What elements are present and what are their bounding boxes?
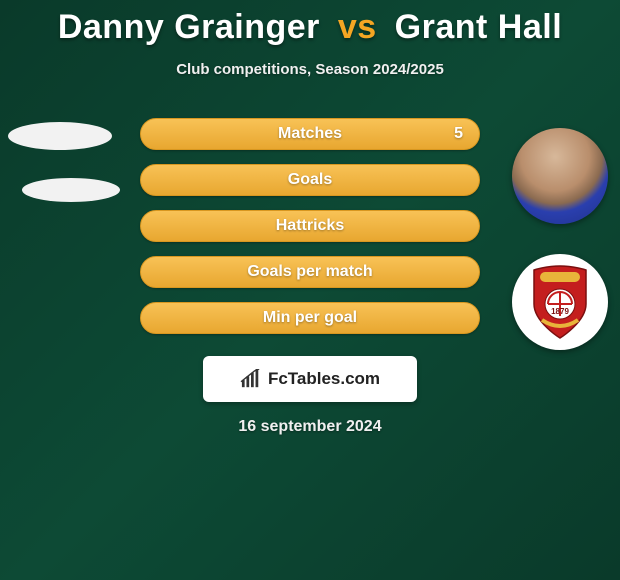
subtitle: Club competitions, Season 2024/2025 <box>0 61 620 78</box>
stat-bar-mpg: Min per goal <box>140 302 480 334</box>
logo-text: FcTables.com <box>268 369 380 389</box>
stat-label: Matches <box>278 125 342 143</box>
page-title: Danny Grainger vs Grant Hall <box>0 0 620 47</box>
stat-row: Min per goal <box>0 302 620 334</box>
stat-bar-gpm: Goals per match <box>140 256 480 288</box>
stat-label: Hattricks <box>276 217 344 235</box>
stat-bar-matches: Matches 5 <box>140 118 480 150</box>
stat-bar-hattricks: Hattricks <box>140 210 480 242</box>
vs-text: vs <box>338 8 377 46</box>
player2-name: Grant Hall <box>395 8 562 46</box>
stat-label: Goals <box>288 171 332 189</box>
stat-row: Hattricks <box>0 210 620 242</box>
fctables-logo: FcTables.com <box>203 356 417 402</box>
stat-value: 5 <box>454 125 463 143</box>
stat-label: Min per goal <box>263 309 357 327</box>
stat-row: Goals per match <box>0 256 620 288</box>
stat-label: Goals per match <box>247 263 372 281</box>
stat-bar-goals: Goals <box>140 164 480 196</box>
date-text: 16 september 2024 <box>0 418 620 436</box>
player1-name: Danny Grainger <box>58 8 320 46</box>
bar-chart-icon <box>240 369 262 389</box>
stat-row: Goals <box>0 164 620 196</box>
stat-row: Matches 5 <box>0 118 620 150</box>
